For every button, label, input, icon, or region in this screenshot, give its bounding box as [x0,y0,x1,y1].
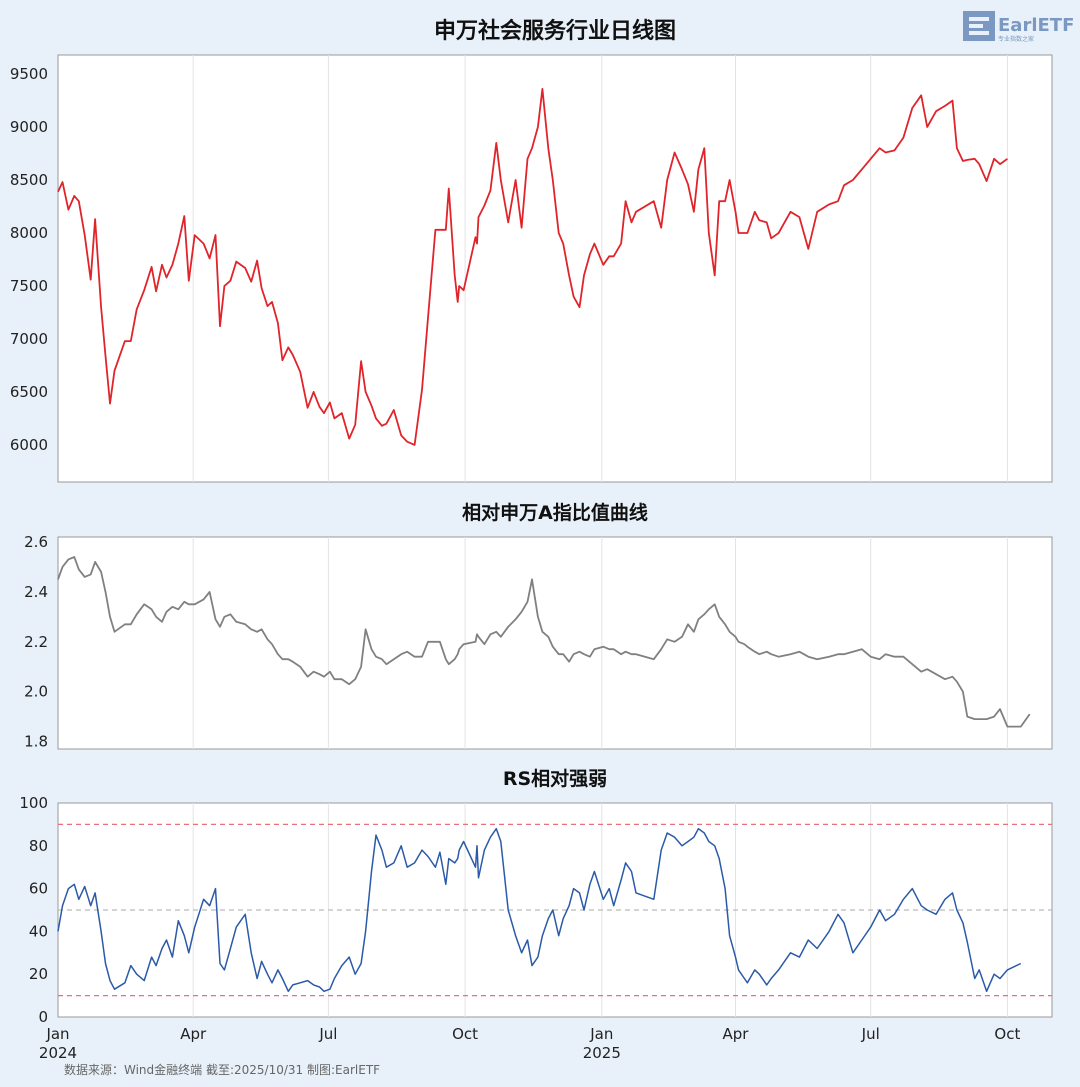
y-tick-label: 2.6 [24,533,48,551]
earletf-logo: EarlETF 专业指数之家 [963,11,1074,43]
x-tick-label: 2025 [583,1044,621,1062]
price-chart-title: 申万社会服务行业日线图 [434,18,676,44]
relative-series-line [57,556,1031,728]
relative-chart-title: 相对申万A指比值曲线 [462,501,648,524]
x-tick-label: Apr [180,1025,207,1043]
logo-subtext: 专业指数之家 [998,35,1034,43]
y-tick-label: 80 [29,837,48,855]
y-tick-label: 9500 [10,65,48,83]
logo-text: EarlETF [998,15,1074,36]
x-tick-label: Apr [723,1025,750,1043]
y-tick-label: 2.4 [24,583,48,601]
y-tick-label: 7500 [10,277,48,295]
y-tick-label: 1.8 [24,733,48,751]
relative-plot-area [57,536,1053,750]
rs-series-line [57,827,1022,993]
x-tick-label: Jan [589,1025,613,1043]
price-series-line [57,88,1008,446]
relative-ratio-chart: 相对申万A指比值曲线 1.8 2.0 2.2 2.4 2.6 [24,501,1053,751]
x-tick-label: Jan [45,1025,69,1043]
y-tick-label: 8000 [10,224,48,242]
x-tick-label: Jul [318,1025,337,1043]
y-tick-label: 8500 [10,171,48,189]
y-tick-label: 6000 [10,436,48,454]
y-tick-label: 60 [29,880,48,898]
x-tick-label: Jul [861,1025,880,1043]
y-tick-label: 0 [38,1008,48,1026]
price-chart: 申万社会服务行业日线图 6000 6500 7000 7500 8000 8500 9000… [10,18,1053,483]
y-tick-label: 40 [29,922,48,940]
rs-chart-title: RS相对强弱 [503,767,607,790]
y-tick-label: 6500 [10,383,48,401]
y-tick-label: 2.2 [24,633,48,651]
x-tick-label: Oct [994,1025,1020,1043]
price-plot-area [57,54,1053,483]
rs-strength-chart: RS相对强弱 0 20 40 60 80 100 [19,767,1053,1026]
y-tick-label: 100 [19,794,48,812]
source-note: 数据来源：Wind金融终端 截至:2025/10/31 制图:EarlETF [64,1062,380,1077]
x-tick-label: Oct [452,1025,478,1043]
y-tick-label: 2.0 [24,683,48,701]
y-tick-label: 7000 [10,330,48,348]
y-tick-label: 9000 [10,118,48,136]
y-tick-label: 20 [29,965,48,983]
x-tick-label: 2024 [39,1044,77,1062]
